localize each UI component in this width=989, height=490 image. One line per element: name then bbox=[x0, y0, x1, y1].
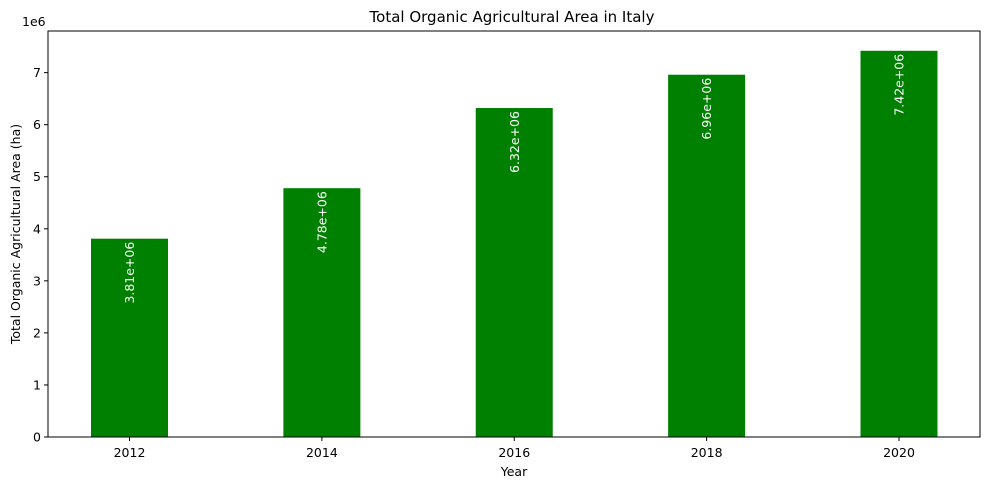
bar-2016 bbox=[475, 108, 553, 438]
y-tick-label-5: 5 bbox=[33, 169, 41, 184]
bar-2018 bbox=[668, 74, 746, 437]
data-labels-layer: 3.81e+06 4.78e+06 6.32e+06 6.96e+06 7.42e+06 bbox=[122, 54, 907, 304]
x-tick-label-2012: 2012 bbox=[114, 445, 146, 460]
bars-layer bbox=[91, 50, 938, 438]
x-tick-label-2020: 2020 bbox=[883, 445, 915, 460]
bar-2020 bbox=[860, 50, 938, 438]
data-label-2014: 4.78e+06 bbox=[314, 191, 329, 253]
y-axis: 0 1 2 3 4 5 6 7 bbox=[33, 65, 48, 445]
x-tick-label-2014: 2014 bbox=[306, 445, 338, 460]
x-tick-label-2016: 2016 bbox=[498, 445, 530, 460]
bar-2014 bbox=[283, 188, 361, 437]
data-label-2016: 6.32e+06 bbox=[507, 111, 522, 173]
y-tick-label-4: 4 bbox=[33, 221, 41, 236]
x-axis-title: Year bbox=[500, 464, 528, 479]
x-tick-label-2018: 2018 bbox=[691, 445, 723, 460]
bar-2012 bbox=[91, 238, 168, 437]
y-axis-title: Total Organic Agricultural Area (ha) bbox=[8, 124, 23, 345]
y-tick-label-1: 1 bbox=[33, 377, 41, 392]
y-tick-label-6: 6 bbox=[33, 117, 41, 132]
chart-title: Total Organic Agricultural Area in Italy bbox=[369, 8, 655, 26]
y-tick-label-2: 2 bbox=[33, 325, 41, 340]
y-axis-offset-label: 1e6 bbox=[22, 14, 46, 29]
y-tick-label-7: 7 bbox=[33, 65, 41, 80]
y-tick-label-0: 0 bbox=[33, 430, 41, 445]
data-label-2018: 6.96e+06 bbox=[699, 78, 714, 140]
y-tick-label-3: 3 bbox=[33, 273, 41, 288]
x-axis: 2012 2014 2016 2018 2020 bbox=[114, 437, 915, 460]
data-label-2012: 3.81e+06 bbox=[122, 242, 137, 304]
data-label-2020: 7.42e+06 bbox=[892, 54, 907, 116]
